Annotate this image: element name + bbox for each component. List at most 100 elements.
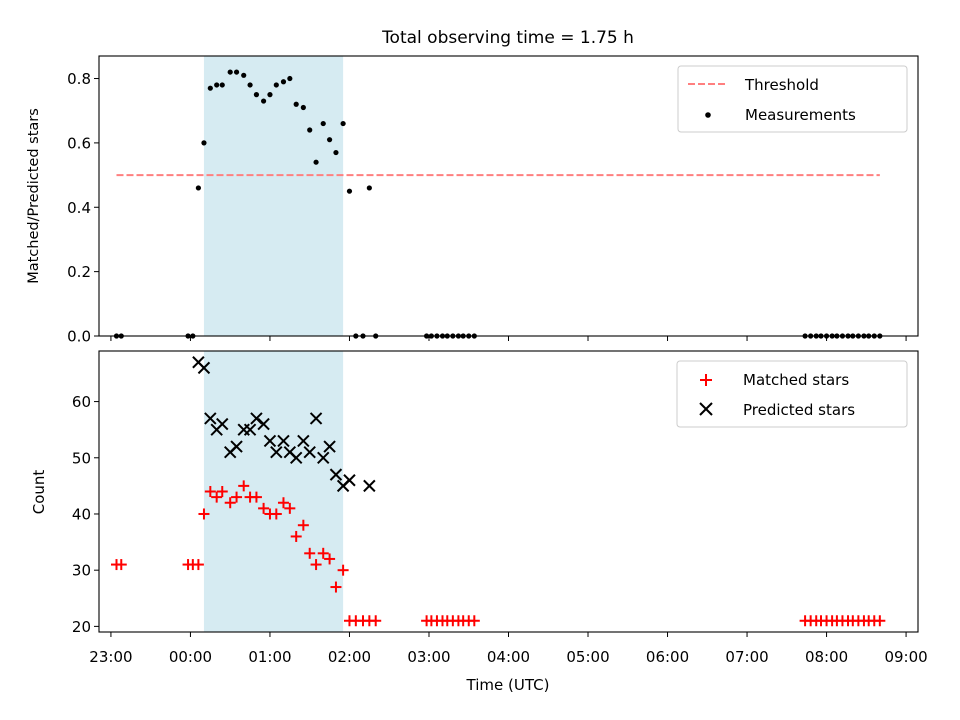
top-y-tick-label: 0.8	[67, 70, 91, 88]
matched-star-point	[216, 486, 228, 497]
matched-star-point	[250, 491, 262, 503]
top-panel: 0.0 0.2 0.4 0.6 0.8 Total observing time = 1…	[26, 28, 919, 346]
top-y-tick-label: 0.2	[67, 263, 91, 281]
legend-measurements-label: Measurements	[745, 106, 856, 124]
bottom-x-tick-label: 09:00	[884, 648, 927, 666]
matched-star-point	[337, 564, 349, 576]
measurement-point	[280, 79, 287, 85]
legend-predicted-swatch	[699, 402, 713, 416]
matched-star-point	[468, 615, 480, 627]
measurement-point	[241, 72, 247, 78]
measurement-point	[293, 101, 299, 107]
bottom-y-tick-label: 40	[72, 505, 91, 523]
matched-star-point	[258, 502, 270, 514]
predicted-star-point	[303, 445, 316, 459]
bottom-x-tick-label: 03:00	[407, 648, 450, 666]
measurement-point	[260, 98, 267, 104]
predicted-star-point	[197, 361, 211, 375]
measurement-point	[313, 159, 319, 165]
matched-star-point	[284, 502, 296, 514]
matched-star-point	[115, 559, 127, 571]
predicted-star-point	[277, 434, 290, 448]
bottom-y-tick-label: 20	[72, 618, 91, 636]
predicted-star-point	[329, 468, 343, 481]
measurement-point	[333, 149, 339, 156]
legend-threshold-label: Threshold	[744, 76, 819, 94]
matched-star-point	[211, 491, 223, 503]
measurement-point	[300, 104, 306, 111]
predicted-star-point	[243, 423, 257, 436]
matched-star-point	[317, 547, 329, 559]
measurement-point	[346, 188, 353, 194]
top-chart-title: Total observing time = 1.75 h	[381, 28, 634, 48]
measurement-point	[267, 92, 273, 98]
matched-star-point	[224, 497, 236, 509]
predicted-star-point	[317, 451, 330, 464]
predicted-star-point	[250, 412, 263, 425]
predicted-star-point	[343, 474, 356, 487]
measurement-point	[366, 185, 372, 191]
top-y-tick-label: 0.0	[67, 328, 91, 346]
measurement-point	[207, 85, 213, 91]
bottom-y-axis-label: Count	[30, 470, 48, 515]
measurement-point	[214, 82, 220, 88]
matched-star-point	[370, 615, 382, 627]
measurement-point	[340, 120, 346, 127]
bottom-x-tick-label: 02:00	[328, 648, 371, 666]
bottom-x-tick-label: 08:00	[805, 648, 848, 666]
matched-star-point	[324, 553, 336, 565]
top-y-axis-label: Matched/Predicted stars	[26, 108, 42, 284]
predicted-star-point	[309, 412, 323, 425]
predicted-star-point	[216, 417, 229, 431]
measurement-point	[307, 127, 313, 133]
measurement-point	[201, 140, 207, 146]
bottom-x-tick-label: 23:00	[89, 648, 132, 666]
bottom-x-tick-label: 00:00	[169, 648, 212, 666]
top-y-tick-label: 0.4	[67, 199, 91, 217]
predicted-star-point	[230, 440, 243, 453]
predicted-star-point	[363, 479, 376, 493]
matched-star-point	[238, 480, 250, 492]
matched-star-point	[277, 497, 289, 509]
matched-star-point	[198, 508, 210, 520]
predicted-star-point	[257, 417, 270, 431]
matched-star-point	[270, 508, 282, 520]
bottom-y-tick-label: 30	[72, 562, 91, 580]
matched-star-point	[330, 581, 342, 593]
bottom-x-tick-label: 05:00	[566, 648, 609, 666]
matched-star-point	[304, 547, 316, 559]
measurement-point	[320, 120, 326, 127]
measurement-point	[233, 69, 240, 75]
legend-matched-swatch	[700, 374, 712, 386]
predicted-star-point	[297, 434, 310, 448]
bottom-x-tick-label: 04:00	[487, 648, 530, 666]
top-legend: Threshold Measurements	[677, 65, 908, 133]
matched-star-point	[297, 519, 309, 531]
predicted-star-point	[323, 440, 336, 453]
predicted-star-point	[270, 445, 283, 459]
bottom-x-tick-label: 07:00	[725, 648, 768, 666]
bottom-x-tick-label: 06:00	[646, 648, 689, 666]
bottom-y-tick-label: 60	[72, 393, 91, 411]
bottom-x-axis-label: Time (UTC)	[466, 676, 550, 694]
measurement-point	[326, 137, 333, 143]
legend-matched-label: Matched stars	[743, 371, 849, 389]
matched-star-point	[231, 491, 243, 503]
bottom-x-tick-label: 01:00	[248, 648, 291, 666]
measurement-point	[253, 92, 260, 98]
measurement-point	[195, 185, 201, 191]
top-y-tick-label: 0.6	[67, 134, 91, 152]
bottom-legend-box	[676, 360, 908, 428]
matched-star-point	[874, 615, 886, 627]
top-shaded-interval	[203, 56, 344, 336]
predicted-star-point	[289, 451, 303, 464]
predicted-star-point	[263, 434, 277, 448]
bottom-y-tick-label: 50	[72, 449, 91, 467]
top-legend-box	[677, 65, 908, 133]
legend-measurements-swatch	[705, 112, 711, 118]
legend-predicted-label: Predicted stars	[743, 401, 855, 419]
matched-star-point	[310, 559, 322, 571]
measurement-point	[219, 82, 225, 88]
measurement-point	[247, 82, 253, 88]
